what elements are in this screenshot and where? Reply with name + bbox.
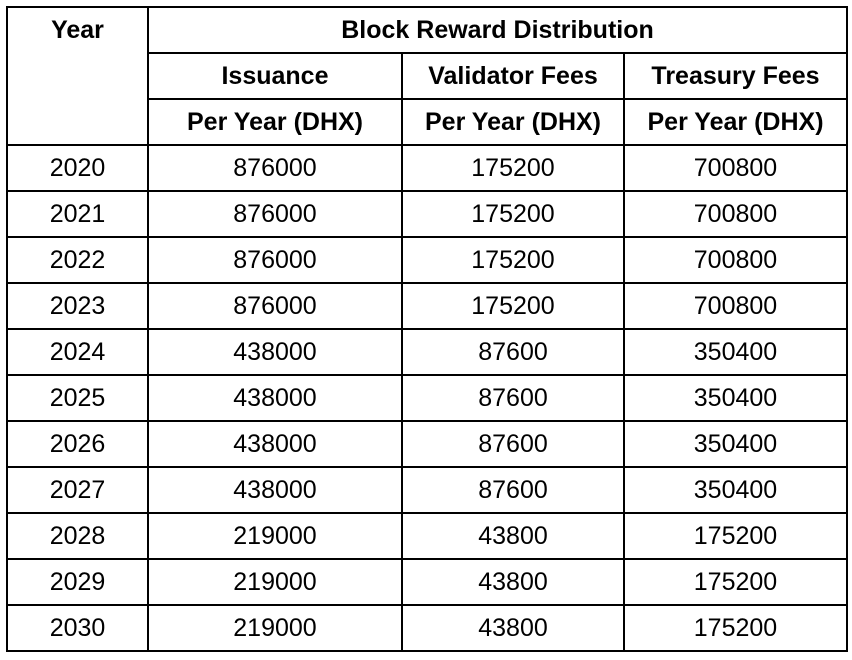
treasury-fees-header: Treasury Fees bbox=[622, 52, 849, 100]
table-row: 2021 876000 175200 700800 bbox=[6, 190, 849, 238]
issuance-cell: 219000 bbox=[147, 512, 403, 560]
treasury-fees-cell: 350400 bbox=[622, 374, 849, 422]
validator-fees-cell: 43800 bbox=[401, 604, 625, 652]
validator-fees-cell: 175200 bbox=[401, 144, 625, 192]
year-cell: 2022 bbox=[6, 236, 149, 284]
table-row: 2025 438000 87600 350400 bbox=[6, 374, 849, 422]
treasury-fees-cell: 700800 bbox=[622, 190, 849, 238]
issuance-cell: 438000 bbox=[147, 420, 403, 468]
table-row: 2030 219000 43800 175200 bbox=[6, 604, 849, 652]
year-cell: 2020 bbox=[6, 144, 149, 192]
issuance-cell: 219000 bbox=[147, 604, 403, 652]
header-row-group: Year Block Reward Distribution bbox=[6, 6, 849, 146]
issuance-cell: 438000 bbox=[147, 466, 403, 514]
issuance-cell: 876000 bbox=[147, 236, 403, 284]
validator-fees-cell: 87600 bbox=[401, 420, 625, 468]
validator-fees-cell: 175200 bbox=[401, 190, 625, 238]
issuance-cell: 876000 bbox=[147, 144, 403, 192]
treasury-fees-cell: 175200 bbox=[622, 558, 849, 606]
year-cell: 2029 bbox=[6, 558, 149, 606]
table-row: 2020 876000 175200 700800 bbox=[6, 144, 849, 192]
table-row: 2027 438000 87600 350400 bbox=[6, 466, 849, 514]
year-cell: 2027 bbox=[6, 466, 149, 514]
table-row: 2024 438000 87600 350400 bbox=[6, 328, 849, 376]
validator-fees-cell: 87600 bbox=[401, 374, 625, 422]
year-cell: 2030 bbox=[6, 604, 149, 652]
year-cell: 2028 bbox=[6, 512, 149, 560]
treasury-fees-cell: 175200 bbox=[622, 512, 849, 560]
block-reward-table: Year Block Reward Distribution Issuance … bbox=[6, 6, 849, 652]
validator-fees-cell: 175200 bbox=[401, 236, 625, 284]
treasury-fees-cell: 700800 bbox=[622, 144, 849, 192]
validator-fees-cell: 175200 bbox=[401, 282, 625, 330]
year-cell: 2021 bbox=[6, 190, 149, 238]
header-row-units: Per Year (DHX) Per Year (DHX) Per Year (… bbox=[7, 98, 849, 146]
validator-fees-cell: 87600 bbox=[401, 328, 625, 376]
distribution-group-header: Block Reward Distribution bbox=[146, 6, 849, 54]
validator-unit-header: Per Year (DHX) bbox=[401, 98, 625, 146]
table-row: 2026 438000 87600 350400 bbox=[6, 420, 849, 468]
validator-fees-cell: 87600 bbox=[401, 466, 625, 514]
treasury-fees-cell: 700800 bbox=[622, 282, 849, 330]
treasury-fees-cell: 700800 bbox=[622, 236, 849, 284]
issuance-cell: 438000 bbox=[147, 328, 403, 376]
year-cell: 2026 bbox=[6, 420, 149, 468]
issuance-cell: 876000 bbox=[147, 282, 403, 330]
treasury-fees-cell: 175200 bbox=[622, 604, 849, 652]
table-row: 2023 876000 175200 700800 bbox=[6, 282, 849, 330]
issuance-cell: 876000 bbox=[147, 190, 403, 238]
year-cell: 2023 bbox=[6, 282, 149, 330]
table-row: 2029 219000 43800 175200 bbox=[6, 558, 849, 606]
treasury-unit-header: Per Year (DHX) bbox=[622, 98, 849, 146]
validator-fees-cell: 43800 bbox=[401, 512, 625, 560]
table-row: 2028 219000 43800 175200 bbox=[6, 512, 849, 560]
issuance-unit-header: Per Year (DHX) bbox=[147, 98, 403, 146]
validator-fees-cell: 43800 bbox=[401, 558, 625, 606]
validator-fees-header: Validator Fees bbox=[401, 52, 625, 100]
header-row-columns: Issuance Validator Fees Treasury Fees bbox=[7, 52, 849, 100]
year-cell: 2025 bbox=[6, 374, 149, 422]
issuance-header: Issuance bbox=[147, 52, 403, 100]
treasury-fees-cell: 350400 bbox=[622, 466, 849, 514]
year-cell: 2024 bbox=[6, 328, 149, 376]
treasury-fees-cell: 350400 bbox=[622, 328, 849, 376]
table-row: 2022 876000 175200 700800 bbox=[6, 236, 849, 284]
table-body: 2020 876000 175200 700800 2021 876000 17… bbox=[6, 144, 849, 652]
year-header: Year bbox=[6, 6, 149, 146]
issuance-cell: 438000 bbox=[147, 374, 403, 422]
treasury-fees-cell: 350400 bbox=[622, 420, 849, 468]
table-header: Year Block Reward Distribution Issuance … bbox=[6, 6, 849, 146]
issuance-cell: 219000 bbox=[147, 558, 403, 606]
